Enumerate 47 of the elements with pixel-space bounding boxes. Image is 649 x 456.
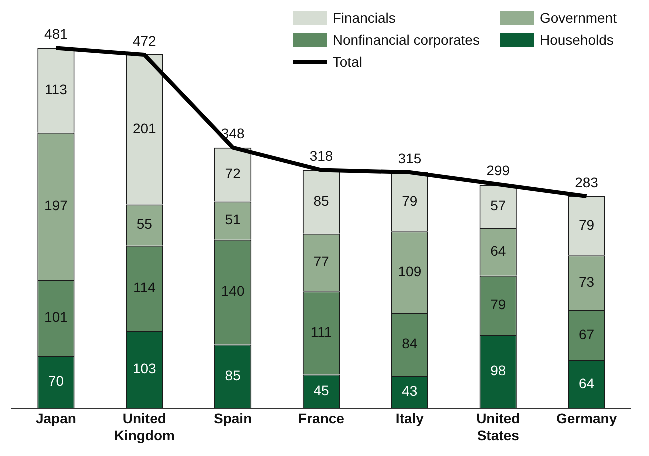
legend-label: Government (540, 10, 617, 26)
data-label: 77 (314, 254, 330, 270)
data-label: 103 (132, 360, 157, 377)
data-label: 140 (221, 283, 245, 300)
legend-label: Total (332, 54, 362, 70)
x-tick-label: Germany (556, 410, 618, 427)
data-label: 79 (578, 216, 595, 233)
data-label: 79 (490, 296, 506, 312)
data-label: 98 (490, 362, 506, 379)
data-label: 73 (578, 274, 595, 290)
data-label: 85 (225, 367, 242, 384)
data-label: 111 (310, 324, 332, 340)
x-tick-label: Spain (214, 410, 252, 427)
x-tick-label: United Kingdom (114, 410, 175, 444)
x-tick-label: Italy (396, 410, 424, 427)
data-label: 57 (490, 197, 506, 214)
data-label: 114 (133, 279, 156, 296)
data-label: 481 (44, 26, 68, 42)
data-label: 315 (398, 150, 422, 166)
legend-label: Financials (332, 10, 396, 26)
data-label: 283 (575, 174, 599, 190)
data-label: 197 (44, 197, 68, 214)
data-label: 79 (402, 192, 418, 209)
data-label: 472 (132, 32, 157, 49)
data-label: 72 (225, 166, 242, 182)
data-label: 348 (221, 126, 245, 142)
legend-label: Nonfinancial corporates (332, 32, 480, 48)
data-label: 84 (402, 336, 418, 352)
data-label: 67 (578, 326, 595, 342)
data-label: 51 (225, 212, 242, 228)
data-label: 45 (314, 382, 330, 398)
data-label: 43 (402, 383, 418, 400)
data-label: 64 (578, 375, 595, 392)
legend-label: Households (540, 32, 614, 48)
data-label: 109 (398, 263, 422, 280)
data-label: 85 (314, 192, 330, 209)
data-label: 201 (132, 120, 157, 136)
data-label: 64 (490, 242, 506, 259)
x-tick-label: France (298, 410, 345, 427)
data-label: 70 (48, 373, 64, 390)
x-tick-label: Japan (36, 410, 76, 427)
x-tick-label: United States (476, 410, 520, 444)
data-label: 101 (44, 309, 68, 326)
data-label: 55 (136, 216, 153, 232)
data-label: 318 (310, 148, 334, 164)
data-label: 299 (486, 162, 510, 178)
data-label: 113 (45, 81, 68, 98)
